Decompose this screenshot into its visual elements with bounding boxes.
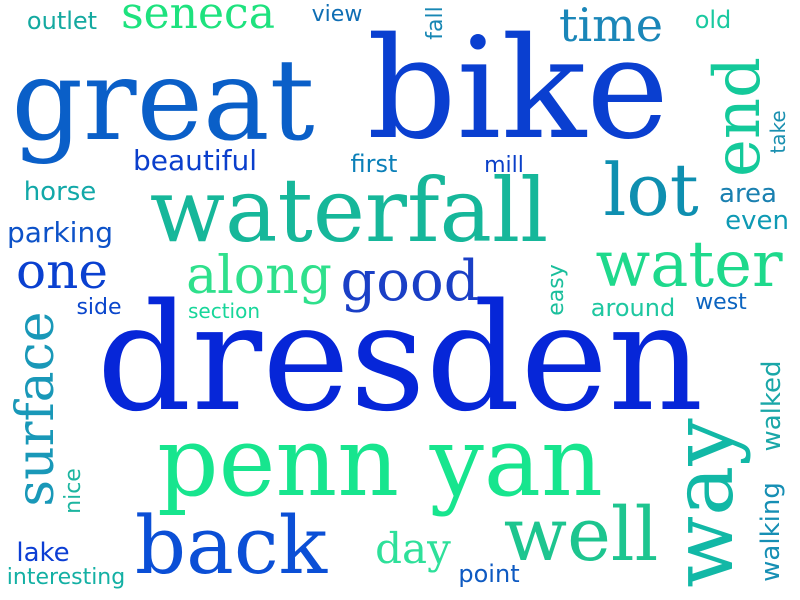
word-even: even	[725, 206, 789, 236]
word-time: time	[558, 0, 664, 52]
word-great: great	[11, 36, 315, 166]
word-end: end	[701, 56, 775, 178]
word-bike: bike	[366, 8, 670, 171]
word-along: along	[186, 246, 332, 306]
word-section: section	[187, 299, 261, 323]
word-take: take	[766, 110, 790, 154]
word-fall: fall	[423, 6, 448, 40]
word-seneca: seneca	[121, 0, 275, 39]
word-side: side	[76, 295, 122, 320]
word-way: way	[654, 418, 752, 588]
word-around: around	[590, 294, 676, 322]
word-well: well	[503, 492, 659, 578]
word-old: old	[694, 6, 732, 34]
word-surface: surface	[6, 311, 66, 507]
word-mill: mill	[484, 153, 524, 178]
word-walked: walked	[757, 360, 787, 452]
word-point: point	[458, 560, 520, 588]
word-dresden: dresden	[96, 272, 704, 444]
word-easy: easy	[544, 264, 569, 316]
word-view: view	[311, 2, 363, 27]
word-outlet: outlet	[26, 7, 98, 35]
word-penn-yan: penn yan	[157, 406, 603, 518]
word-lot: lot	[603, 148, 699, 232]
word-west: west	[695, 290, 747, 315]
word-good: good	[340, 249, 480, 314]
word-horse: horse	[23, 177, 97, 207]
word-day: day	[375, 524, 451, 573]
word-area: area	[719, 179, 777, 209]
word-walking: walking	[756, 482, 786, 582]
word-first: first	[350, 150, 398, 178]
word-interesting: interesting	[6, 565, 126, 590]
word-water: water	[595, 228, 783, 302]
word-lake: lake	[16, 538, 70, 568]
word-back: back	[134, 499, 328, 592]
word-waterfall: waterfall	[149, 159, 549, 262]
word-beautiful: beautiful	[132, 144, 258, 177]
word-parking: parking	[7, 216, 113, 249]
word-one: one	[16, 242, 108, 300]
word-nice: nice	[61, 468, 86, 514]
